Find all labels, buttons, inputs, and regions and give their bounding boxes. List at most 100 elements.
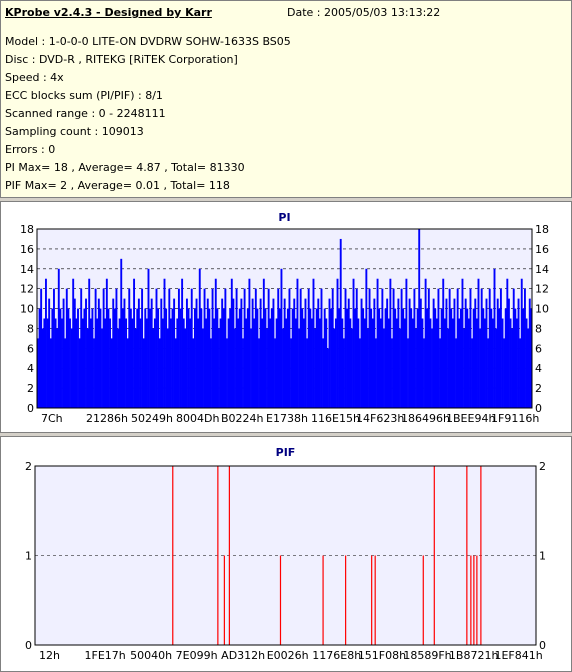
y-tick-label-right: 8 [535, 322, 542, 335]
pi-bar [41, 328, 44, 408]
pi-bar [491, 318, 494, 408]
y-tick-label-right: 0 [539, 639, 546, 652]
pi-bar [463, 328, 466, 408]
pi-bar [190, 288, 193, 408]
x-tick-label: 7E099h [176, 649, 218, 662]
pi-bar [472, 308, 475, 408]
x-tick-label: 1BEE94h [446, 412, 495, 425]
pi-bar [530, 308, 533, 408]
pi-bar [435, 318, 438, 408]
pi-bar [112, 298, 115, 408]
pi-bar [426, 308, 429, 408]
pi-bar [230, 278, 233, 408]
pi-bar [413, 288, 416, 408]
pi-bar [185, 298, 188, 408]
pi-bar [285, 318, 288, 408]
scan-date: Date : 2005/05/03 13:13:22 [287, 6, 441, 19]
pi-bar [439, 338, 441, 408]
pi-bar [96, 318, 99, 408]
pi-bar [49, 338, 52, 408]
pi-bar [474, 298, 477, 408]
pi-bar [80, 288, 83, 408]
pi-bar [277, 288, 280, 408]
y-tick-label-right: 16 [535, 243, 549, 256]
pi-bar [514, 308, 517, 408]
pi-bar [166, 328, 169, 408]
pi-bar [522, 308, 525, 408]
pi-bar [210, 338, 212, 408]
pi-bar [378, 308, 381, 408]
plot-border [34, 465, 537, 646]
pi-bar [346, 308, 349, 408]
info-model: Model : 1-0-0-0 LITE-ON DVDRW SOHW-1633S… [5, 35, 291, 48]
y-tick-label-right: 0 [535, 402, 542, 415]
pi-bar [467, 318, 470, 408]
pif-chart-panel: PIF 0 0 1 1 2 2 12h 1FE17h 50040h 7E099h AD312h E002… [0, 436, 572, 672]
pi-bar [448, 288, 451, 408]
pi-bar [416, 308, 419, 408]
x-tick-label: 14F623h [356, 412, 404, 425]
pi-bar [442, 278, 445, 408]
pi-bar [325, 318, 328, 408]
pi-bar [69, 318, 71, 408]
x-tick-label: 1EF841h [494, 649, 542, 662]
pi-bar [157, 308, 160, 408]
pi-bar [379, 318, 382, 408]
x-tick-label: 50249h [131, 412, 173, 425]
pi-bar [498, 308, 501, 408]
pi-bar [278, 308, 281, 408]
y-tick-label-right: 12 [535, 283, 549, 296]
info-scanned-range: Scanned range : 0 - 2248111 [5, 107, 166, 120]
pi-bar [59, 308, 62, 408]
pi-bar [168, 288, 171, 408]
pi-bar [142, 338, 145, 408]
pi-bar [45, 278, 47, 408]
pi-bar [102, 288, 105, 408]
pi-bar [456, 288, 459, 408]
pi-bar [418, 229, 421, 408]
pi-bar [453, 298, 456, 408]
pi-bar [328, 298, 331, 408]
pi-bar [174, 338, 177, 408]
pi-bar [282, 328, 284, 408]
pi-bar [386, 298, 389, 408]
pi-bar [133, 278, 136, 408]
pi-bar [342, 338, 345, 408]
pi-bar [120, 258, 123, 408]
pi-bar [254, 288, 257, 408]
pi-bar [165, 308, 168, 408]
pi-bar [387, 318, 390, 408]
pi-bar [195, 298, 198, 408]
pi-bar [495, 328, 498, 408]
pi-bar [432, 298, 435, 408]
pi-bar [51, 308, 54, 408]
pi-bar [48, 298, 51, 408]
pi-bar [370, 308, 373, 408]
pi-bar [429, 318, 432, 408]
x-tick-label: 151F08h [358, 649, 406, 662]
pi-bar [525, 318, 528, 408]
pi-bar [211, 288, 214, 408]
pi-bar [506, 278, 509, 408]
pi-bar [333, 328, 336, 408]
pi-bar [115, 288, 118, 408]
pi-bar [126, 338, 129, 408]
pi-bar [256, 308, 259, 408]
pi-bar [235, 288, 238, 408]
pi-bar [150, 298, 153, 408]
pi-bar [434, 308, 437, 408]
x-tick-label: 1F9116h [491, 412, 539, 425]
info-errors: Errors : 0 [5, 143, 56, 156]
pi-bar [64, 338, 67, 408]
pi-bar [315, 308, 318, 408]
pi-bar [403, 318, 406, 408]
pi-bar [109, 318, 111, 408]
y-tick-label-left: 2 [25, 460, 32, 473]
pi-bar [73, 298, 76, 408]
pi-bar [131, 318, 134, 408]
pi-bar [407, 338, 409, 408]
pi-bar [205, 318, 208, 408]
pi-bar [291, 308, 294, 408]
y-tick-label-right: 10 [535, 303, 549, 316]
pi-bar [360, 298, 363, 408]
